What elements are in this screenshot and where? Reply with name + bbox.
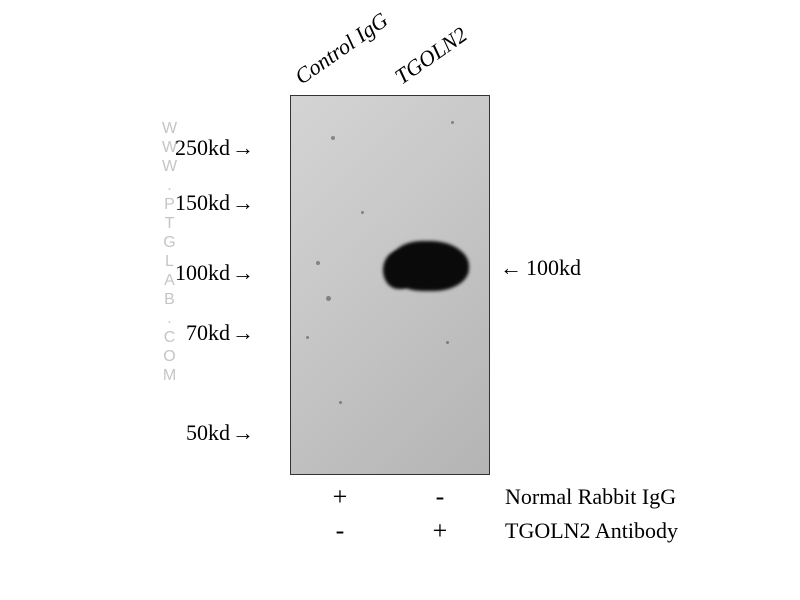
mw-marker-150: 150kd → bbox=[150, 190, 254, 216]
condition-label: TGOLN2 Antibody bbox=[490, 518, 678, 544]
arrow-right-icon: → bbox=[232, 320, 254, 346]
lane-label-control: Control IgG bbox=[290, 7, 393, 90]
noise-spot bbox=[306, 336, 309, 339]
western-blot-figure: Control IgG TGOLN2 WWW.PTGLAB.COM 250kd … bbox=[0, 0, 800, 600]
condition-cell: - bbox=[290, 516, 390, 546]
band-annotation-label: 100kd bbox=[526, 255, 581, 281]
lane-labels-group: Control IgG TGOLN2 bbox=[275, 10, 525, 90]
mw-marker-50: 50kd → bbox=[150, 420, 254, 446]
noise-spot bbox=[361, 211, 364, 214]
mw-marker-250: 250kd → bbox=[150, 135, 254, 161]
arrow-right-icon: → bbox=[232, 420, 254, 446]
mw-label: 250kd bbox=[150, 135, 230, 161]
condition-label: Normal Rabbit IgG bbox=[490, 484, 676, 510]
arrow-right-icon: → bbox=[232, 135, 254, 161]
condition-cell: - bbox=[390, 482, 490, 512]
mw-label: 150kd bbox=[150, 190, 230, 216]
mw-label: 50kd bbox=[150, 420, 230, 446]
noise-spot bbox=[316, 261, 320, 265]
blot-membrane bbox=[290, 95, 490, 475]
mw-marker-100: 100kd → bbox=[150, 260, 254, 286]
noise-spot bbox=[451, 121, 454, 124]
condition-row-tgoln2-ab: - + TGOLN2 Antibody bbox=[290, 514, 678, 548]
mw-label: 100kd bbox=[150, 260, 230, 286]
noise-spot bbox=[339, 401, 342, 404]
mw-marker-70: 70kd → bbox=[150, 320, 254, 346]
lane-label-tgoln2: TGOLN2 bbox=[390, 22, 472, 90]
condition-cell: + bbox=[390, 516, 490, 546]
condition-cell: + bbox=[290, 482, 390, 512]
condition-row-normal-igg: + - Normal Rabbit IgG bbox=[290, 480, 678, 514]
mw-label: 70kd bbox=[150, 320, 230, 346]
arrow-right-icon: → bbox=[232, 260, 254, 286]
band-annotation-100kd: ← 100kd bbox=[500, 255, 581, 281]
noise-spot bbox=[331, 136, 335, 140]
arrow-right-icon: → bbox=[232, 190, 254, 216]
band-tgoln2-100kd-tail bbox=[383, 251, 413, 289]
arrow-left-icon: ← bbox=[500, 255, 522, 281]
noise-spot bbox=[446, 341, 449, 344]
noise-spot bbox=[326, 296, 331, 301]
condition-table: + - Normal Rabbit IgG - + TGOLN2 Antibod… bbox=[290, 480, 678, 548]
